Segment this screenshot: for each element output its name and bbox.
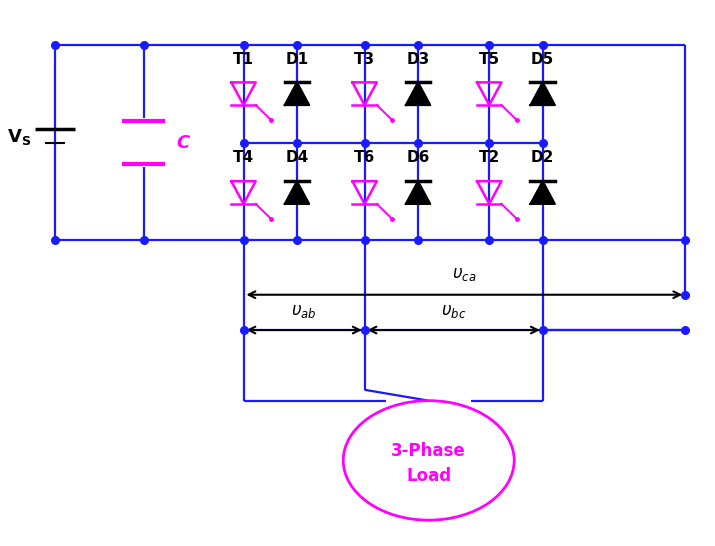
Text: T4: T4 [233,151,254,165]
Polygon shape [531,82,555,105]
Polygon shape [285,82,309,105]
Text: D5: D5 [531,51,554,67]
Text: $\mathbf{V_S}$: $\mathbf{V_S}$ [7,127,31,147]
Text: T6: T6 [354,151,375,165]
Text: D1: D1 [285,51,309,67]
Text: T2: T2 [478,151,500,165]
Text: Load: Load [406,467,451,485]
Text: D6: D6 [406,151,430,165]
Text: D4: D4 [285,151,309,165]
Text: C: C [176,134,189,152]
Polygon shape [406,82,430,105]
Polygon shape [406,181,430,204]
Text: D3: D3 [406,51,430,67]
Polygon shape [531,181,555,204]
Text: T3: T3 [354,51,375,67]
Text: 3-Phase: 3-Phase [391,442,466,460]
Text: $\upsilon_{ca}$: $\upsilon_{ca}$ [452,265,476,283]
Polygon shape [285,181,309,204]
Text: $\upsilon_{ab}$: $\upsilon_{ab}$ [291,302,317,321]
Text: T5: T5 [479,51,500,67]
Text: $\upsilon_{bc}$: $\upsilon_{bc}$ [441,302,466,321]
Text: D2: D2 [531,151,554,165]
Text: T1: T1 [233,51,254,67]
